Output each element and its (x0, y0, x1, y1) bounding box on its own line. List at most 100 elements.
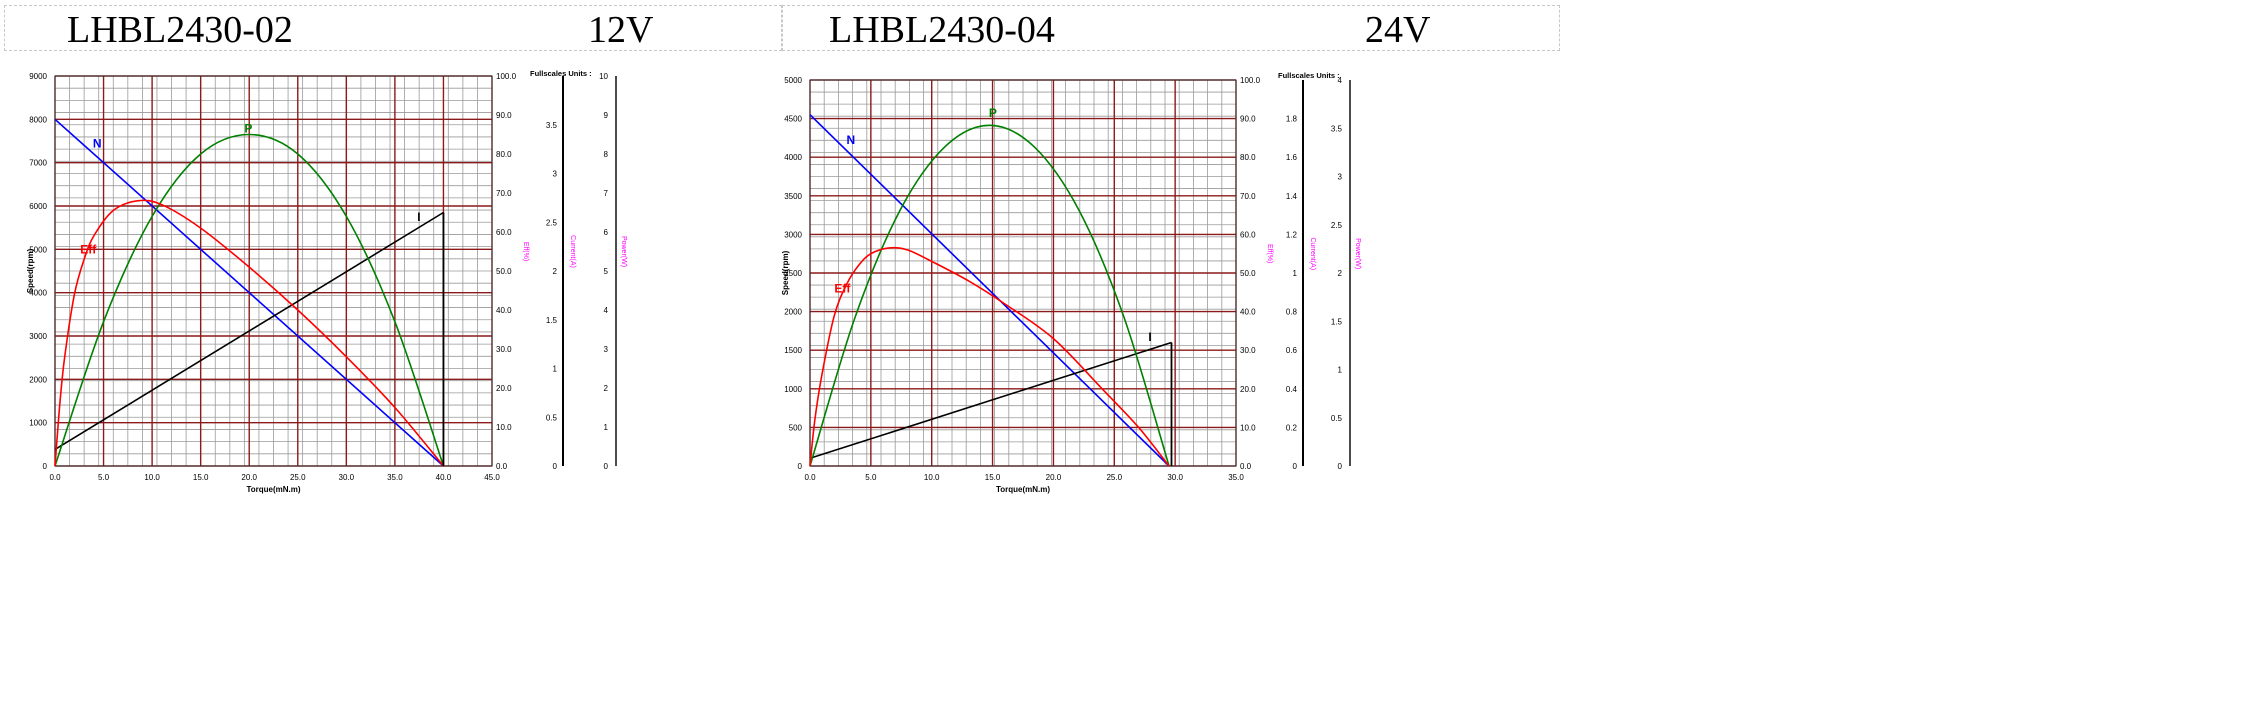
x-tick-label: 0.0 (49, 473, 61, 482)
eff-tick-label: 100.0 (1240, 76, 1261, 85)
current-axis-label: Current(A) (1309, 237, 1316, 270)
speed-tick-label: 4000 (29, 289, 47, 298)
series-i-line (809, 341, 1172, 460)
power-tick-label: 4 (604, 306, 609, 315)
power-tick-label: 6 (604, 228, 609, 237)
eff-tick-label: 90.0 (1240, 115, 1256, 124)
power-tick-label: 3.5 (1331, 124, 1343, 133)
power-tick-label: 9 (604, 111, 609, 120)
speed-tick-label: 1000 (784, 385, 802, 394)
speed-tick-label: 3000 (784, 230, 802, 239)
power-tick-label: 8 (604, 150, 609, 159)
model-title: LHBL2430-04 (829, 9, 1055, 51)
eff-tick-label: 10.0 (496, 423, 512, 432)
speed-tick-label: 4000 (784, 153, 802, 162)
fullscale-label: Fullscales Units : (1278, 71, 1340, 80)
x-tick-label: 10.0 (144, 473, 160, 482)
header-right: LHBL2430-04 24V (782, 5, 1560, 51)
x-axis-label: Torque(mN.m) (996, 485, 1050, 494)
speed-tick-label: 5000 (784, 76, 802, 85)
grid (54, 75, 493, 467)
power-tick-label: 2.5 (1331, 221, 1343, 230)
speed-tick-label: 2000 (784, 308, 802, 317)
power-tick-label: 2 (604, 384, 609, 393)
eff-tick-label: 40.0 (1240, 308, 1256, 317)
current-tick-label: 0.8 (1286, 308, 1298, 317)
plot-frame (809, 79, 1237, 467)
fullscale-label: Fullscales Units : (530, 69, 592, 78)
eff-tick-label: 20.0 (496, 384, 512, 393)
speed-tick-label: 9000 (29, 72, 47, 81)
power-axis-label: Power(W) (620, 236, 627, 267)
current-tick-label: 2 (553, 267, 558, 276)
eff-tick-label: 50.0 (1240, 269, 1256, 278)
x-tick-label: 35.0 (387, 473, 403, 482)
x-tick-label: 0.0 (804, 473, 816, 482)
series-i-line (54, 211, 444, 451)
series-p-line (809, 124, 1170, 467)
current-tick-label: 1.5 (546, 316, 558, 325)
eff-tick-label: 40.0 (496, 306, 512, 315)
speed-tick-label: 7000 (29, 159, 47, 168)
header-left: LHBL2430-02 12V (4, 5, 782, 51)
series-eff-line (809, 246, 1170, 467)
power-tick-label: 7 (604, 189, 609, 198)
model-title: LHBL2430-02 (67, 9, 293, 51)
eff-tick-label: 0.0 (496, 462, 508, 471)
current-tick-label: 0.4 (1286, 385, 1298, 394)
plot-frame (54, 75, 493, 467)
eff-tick-label: 10.0 (1240, 423, 1256, 432)
x-tick-label: 30.0 (339, 473, 355, 482)
series-p-line (54, 133, 445, 467)
performance-chart-right: 0.0 5.0 10.0 15.0 20.0 25.0 30.0 35.0Torque(mN.… (781, 71, 1361, 494)
x-tick-label: 20.0 (241, 473, 257, 482)
x-tick-label: 20.0 (1046, 473, 1062, 482)
x-tick-label: 15.0 (985, 473, 1001, 482)
current-tick-label: 3 (553, 170, 558, 179)
curve-label-i: I (417, 210, 420, 224)
current-tick-label: 1.8 (1286, 115, 1298, 124)
x-tick-label: 25.0 (1106, 473, 1122, 482)
curve-label-p: P (989, 106, 997, 120)
speed-tick-label: 2500 (784, 269, 802, 278)
eff-tick-label: 100.0 (496, 72, 517, 81)
eff-axis-label: Eff(%) (522, 242, 529, 261)
series-n-line (54, 118, 444, 467)
x-tick-label: 45.0 (484, 473, 500, 482)
power-tick-label: 4 (1338, 76, 1343, 85)
curve-label-i: I (1148, 330, 1151, 344)
curve-label-p: P (244, 121, 252, 135)
series-eff-line (54, 199, 445, 467)
speed-tick-label: 3500 (784, 192, 802, 201)
speed-tick-label: 4500 (784, 115, 802, 124)
power-tick-label: 0.5 (1331, 414, 1343, 423)
x-tick-label: 5.0 (98, 473, 110, 482)
eff-tick-label: 60.0 (496, 228, 512, 237)
speed-axis-label: Speed(rpm) (781, 250, 790, 295)
power-tick-label: 1.5 (1331, 317, 1343, 326)
eff-tick-label: 0.0 (1240, 462, 1252, 471)
eff-tick-label: 60.0 (1240, 230, 1256, 239)
voltage-label: 12V (588, 9, 654, 51)
x-tick-label: 10.0 (924, 473, 940, 482)
speed-tick-label: 1500 (784, 346, 802, 355)
power-tick-label: 3 (604, 345, 609, 354)
current-tick-label: 1.4 (1286, 192, 1298, 201)
current-tick-label: 1 (1293, 269, 1298, 278)
eff-tick-label: 80.0 (1240, 153, 1256, 162)
x-tick-label: 30.0 (1167, 473, 1183, 482)
current-tick-label: 2.5 (546, 218, 558, 227)
speed-tick-label: 8000 (29, 115, 47, 124)
power-tick-label: 5 (604, 267, 609, 276)
current-tick-label: 0.6 (1286, 346, 1298, 355)
speed-tick-label: 0 (798, 462, 803, 471)
current-tick-label: 1.2 (1286, 230, 1298, 239)
eff-tick-label: 50.0 (496, 267, 512, 276)
current-tick-label: 3.5 (546, 121, 558, 130)
speed-tick-label: 500 (789, 423, 803, 432)
x-tick-label: 35.0 (1228, 473, 1244, 482)
current-tick-label: 0 (553, 462, 558, 471)
speed-tick-label: 5000 (29, 245, 47, 254)
speed-tick-label: 2000 (29, 375, 47, 384)
power-tick-label: 1 (1338, 366, 1343, 375)
